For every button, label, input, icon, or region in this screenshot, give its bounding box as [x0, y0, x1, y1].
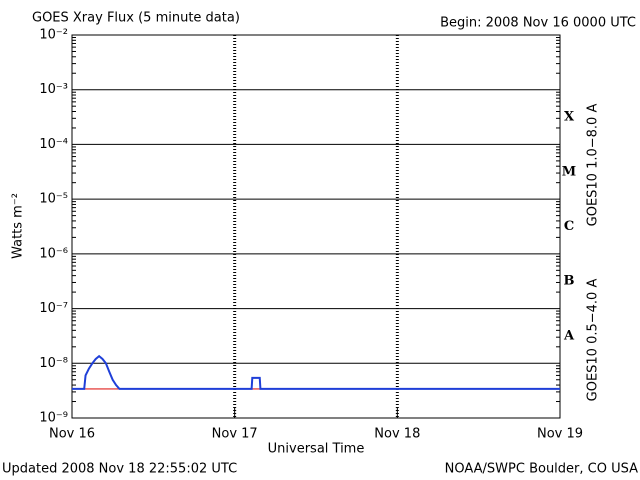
y-tick-label: 10⁻⁴ — [39, 137, 68, 152]
y-tick-label: 10⁻⁸ — [39, 356, 68, 371]
x-tick-label: Nov 18 — [374, 427, 420, 442]
y-tick-label: 10⁻³ — [39, 82, 68, 97]
x-tick-label: Nov 17 — [212, 427, 258, 442]
chart-title: GOES Xray Flux (5 minute data) — [32, 11, 240, 26]
x-tick-label: Nov 19 — [537, 427, 583, 442]
y-tick-label: 10⁻⁷ — [39, 301, 68, 316]
legend-entry: GOES10 0.5−4.0 A — [586, 279, 601, 402]
series-line — [72, 354, 560, 390]
footer-right: NOAA/SWPC Boulder, CO USA — [445, 462, 638, 477]
flare-class-label: C — [564, 219, 574, 234]
chart-subtitle: Begin: 2008 Nov 16 0000 UTC — [440, 16, 636, 31]
flare-class-label: X — [564, 110, 575, 125]
y-tick-label: 10⁻² — [39, 28, 68, 43]
plot-frame — [71, 34, 561, 419]
legend-entry: GOES10 1.0−8.0 A — [586, 104, 601, 227]
flare-class-label: M — [562, 164, 576, 179]
y-tick-label: 10⁻⁶ — [39, 246, 68, 261]
x-axis-label: Universal Time — [268, 442, 365, 457]
footer-left: Updated 2008 Nov 18 22:55:02 UTC — [2, 462, 237, 477]
flare-class-label: B — [564, 274, 575, 289]
x-tick-label: Nov 16 — [49, 427, 95, 442]
y-tick-label: 10⁻⁹ — [39, 411, 68, 426]
y-tick-label: 10⁻⁵ — [39, 192, 68, 207]
flare-class-label: A — [563, 328, 575, 343]
y-axis-label: Watts m⁻² — [11, 193, 26, 259]
